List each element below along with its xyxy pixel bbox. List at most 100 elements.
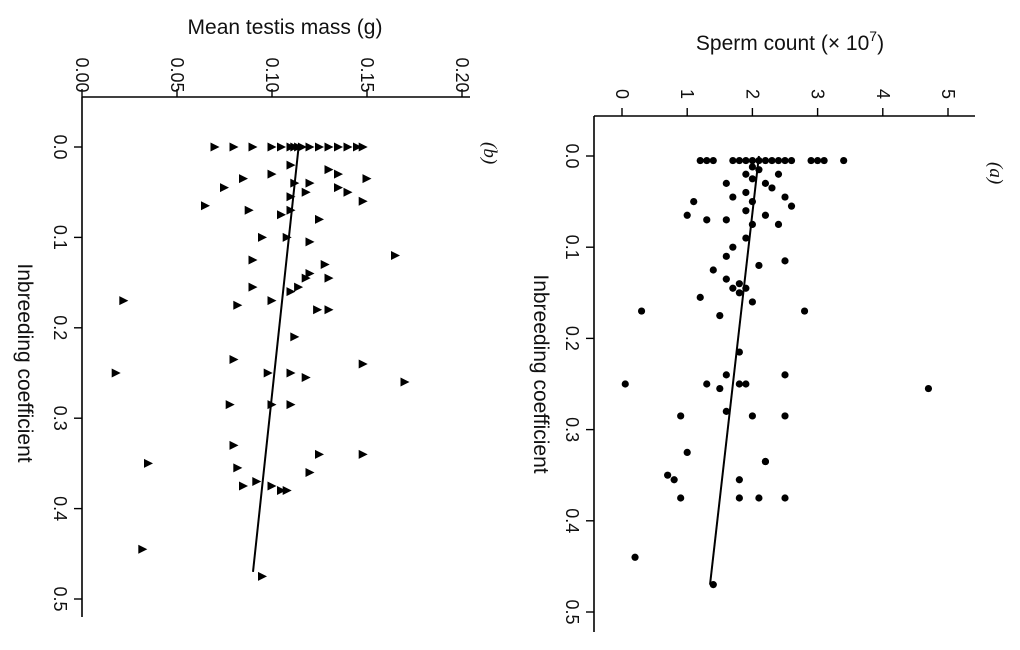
panel-a-data-point bbox=[761, 457, 770, 466]
panel-b-data-point bbox=[301, 273, 311, 283]
panel-b-data-point bbox=[111, 368, 121, 378]
panel-b-x-tick-label: 0.0 bbox=[50, 134, 70, 159]
panel-b-data-point bbox=[267, 142, 277, 152]
panel-b-fit-line bbox=[252, 146, 300, 572]
panel-b-data-point bbox=[290, 332, 300, 342]
panel-b-data-point bbox=[267, 169, 277, 179]
panel-a-data-point bbox=[637, 307, 646, 315]
panel-b-x-tick-label: 0.4 bbox=[50, 496, 70, 521]
panel-a-data-point bbox=[820, 156, 828, 165]
panel-b-data-point bbox=[362, 174, 372, 184]
panel-a-data-point bbox=[840, 156, 848, 165]
panel-a-y-tick-label: 5 bbox=[938, 89, 958, 99]
panel-a-data-point bbox=[729, 156, 737, 165]
panel-b-data-point bbox=[258, 571, 267, 581]
panel-b-data-point bbox=[334, 169, 343, 179]
panel-a-data-point bbox=[735, 494, 743, 502]
panel-b-data-point bbox=[229, 354, 239, 364]
panel-a-data-point bbox=[924, 384, 933, 393]
panel-a-data-point bbox=[722, 275, 730, 283]
panel-a-y-tick-label: 2 bbox=[742, 89, 762, 99]
panel-b-data-point bbox=[248, 282, 258, 292]
panel-b-data-point bbox=[239, 174, 248, 184]
panel-b-data-point bbox=[305, 237, 315, 247]
panel-a-data-point bbox=[683, 448, 691, 456]
panel-b-data-point bbox=[353, 142, 362, 152]
panel-b-data-point bbox=[282, 486, 292, 496]
panel-b-data-point bbox=[244, 205, 254, 215]
panel-a-y-tick-label: 3 bbox=[808, 89, 828, 99]
panel-a-data-point bbox=[683, 211, 691, 219]
panel-b-points bbox=[111, 142, 410, 581]
panel-a-y-axis-label-close: ) bbox=[877, 32, 884, 55]
panel-a-data-point bbox=[670, 476, 678, 484]
panel-a-data-point bbox=[787, 156, 796, 165]
panel-a-data-point bbox=[761, 156, 770, 165]
panel-a: 0.0 0.1 0.2 0.3 0.4 0.5 0 1 2 3 4 5 (a) Inbreeding … bbox=[529, 28, 1006, 632]
panel-b-x-tick-label: 0.3 bbox=[50, 406, 70, 431]
panel-b-data-point bbox=[358, 196, 368, 206]
panel-a-data-point bbox=[709, 156, 717, 165]
panel-b-data-point bbox=[343, 187, 353, 197]
panel-b-data-point bbox=[239, 481, 248, 491]
panel-b-data-point bbox=[391, 250, 400, 260]
panel-b-data-point bbox=[286, 368, 296, 378]
panel-a-data-point bbox=[781, 371, 789, 379]
panel-b-data-point bbox=[119, 296, 129, 306]
panel-a-points bbox=[621, 156, 933, 589]
panel-a-data-point bbox=[781, 193, 789, 201]
panel-b-data-point bbox=[324, 142, 334, 152]
panel-b-data-point bbox=[252, 476, 262, 486]
panel-b-data-point bbox=[233, 300, 243, 310]
panel-b-data-point bbox=[305, 142, 315, 152]
panel-b-data-point bbox=[315, 214, 324, 224]
panel-b-data-point bbox=[138, 544, 148, 554]
panel-b-data-point bbox=[315, 142, 324, 152]
panel-a-data-point bbox=[696, 156, 704, 165]
panel-b-data-point bbox=[144, 458, 153, 468]
panel-b-data-point bbox=[286, 287, 296, 297]
panel-b-data-point bbox=[286, 400, 296, 410]
panel-b-x-tick-label: 0.2 bbox=[50, 315, 70, 340]
panel-b-data-point bbox=[277, 142, 286, 152]
panel-b-data-point bbox=[305, 178, 315, 188]
panel-b-data-point bbox=[277, 486, 286, 496]
panel-a-data-point bbox=[742, 156, 750, 165]
panel-b-x-axis-label: Inbreeding coefficient bbox=[13, 263, 36, 462]
panel-a-data-point bbox=[787, 202, 796, 210]
panel-b-data-point bbox=[324, 273, 334, 283]
panel-a-ticks: 0.0 0.1 0.2 0.3 0.4 0.5 0 1 2 3 4 5 bbox=[562, 89, 958, 625]
panel-b-data-point bbox=[229, 142, 239, 152]
panel-b-data-point bbox=[229, 440, 239, 450]
panel-b-data-point bbox=[258, 232, 267, 242]
panel-a-y-tick-label: 4 bbox=[873, 89, 893, 99]
panel-b-data-point bbox=[343, 142, 353, 152]
panel-a-data-point bbox=[774, 170, 783, 178]
panel-a-data-point bbox=[631, 553, 639, 561]
panel-a-y-tick-label: 0 bbox=[612, 89, 632, 99]
panel-b: 0.0 0.1 0.2 0.3 0.4 0.5 0.00 0.05 0.10 0.15 0.20 (… bbox=[13, 16, 500, 617]
panel-a-fit-line bbox=[709, 155, 760, 585]
panel-a-data-point bbox=[722, 252, 730, 260]
panel-a-data-point bbox=[781, 494, 789, 502]
panel-a-y-axis-label-exponent: 7 bbox=[869, 28, 877, 44]
panel-b-data-point bbox=[313, 305, 323, 315]
panel-a-data-point bbox=[768, 156, 776, 165]
panel-a-data-point bbox=[800, 307, 809, 315]
panel-b-y-axis-label: Mean testis mass (g) bbox=[188, 16, 383, 39]
panel-b-data-point bbox=[267, 481, 277, 491]
panel-b-data-point bbox=[297, 142, 307, 152]
panel-a-data-point bbox=[716, 312, 724, 320]
panel-b-data-point bbox=[286, 160, 296, 170]
panel-a-data-point bbox=[761, 211, 770, 219]
panel-a-y-tick-label: 1 bbox=[677, 89, 697, 99]
panel-b-data-point bbox=[334, 183, 343, 193]
panel-a-data-point bbox=[735, 380, 743, 388]
panel-a-data-point bbox=[729, 193, 737, 201]
panel-a-data-point bbox=[814, 156, 822, 165]
panel-a-data-point bbox=[781, 412, 789, 420]
panel-b-data-point bbox=[358, 142, 368, 152]
panel-a-data-point bbox=[781, 257, 789, 265]
panel-a-data-point bbox=[755, 261, 763, 270]
